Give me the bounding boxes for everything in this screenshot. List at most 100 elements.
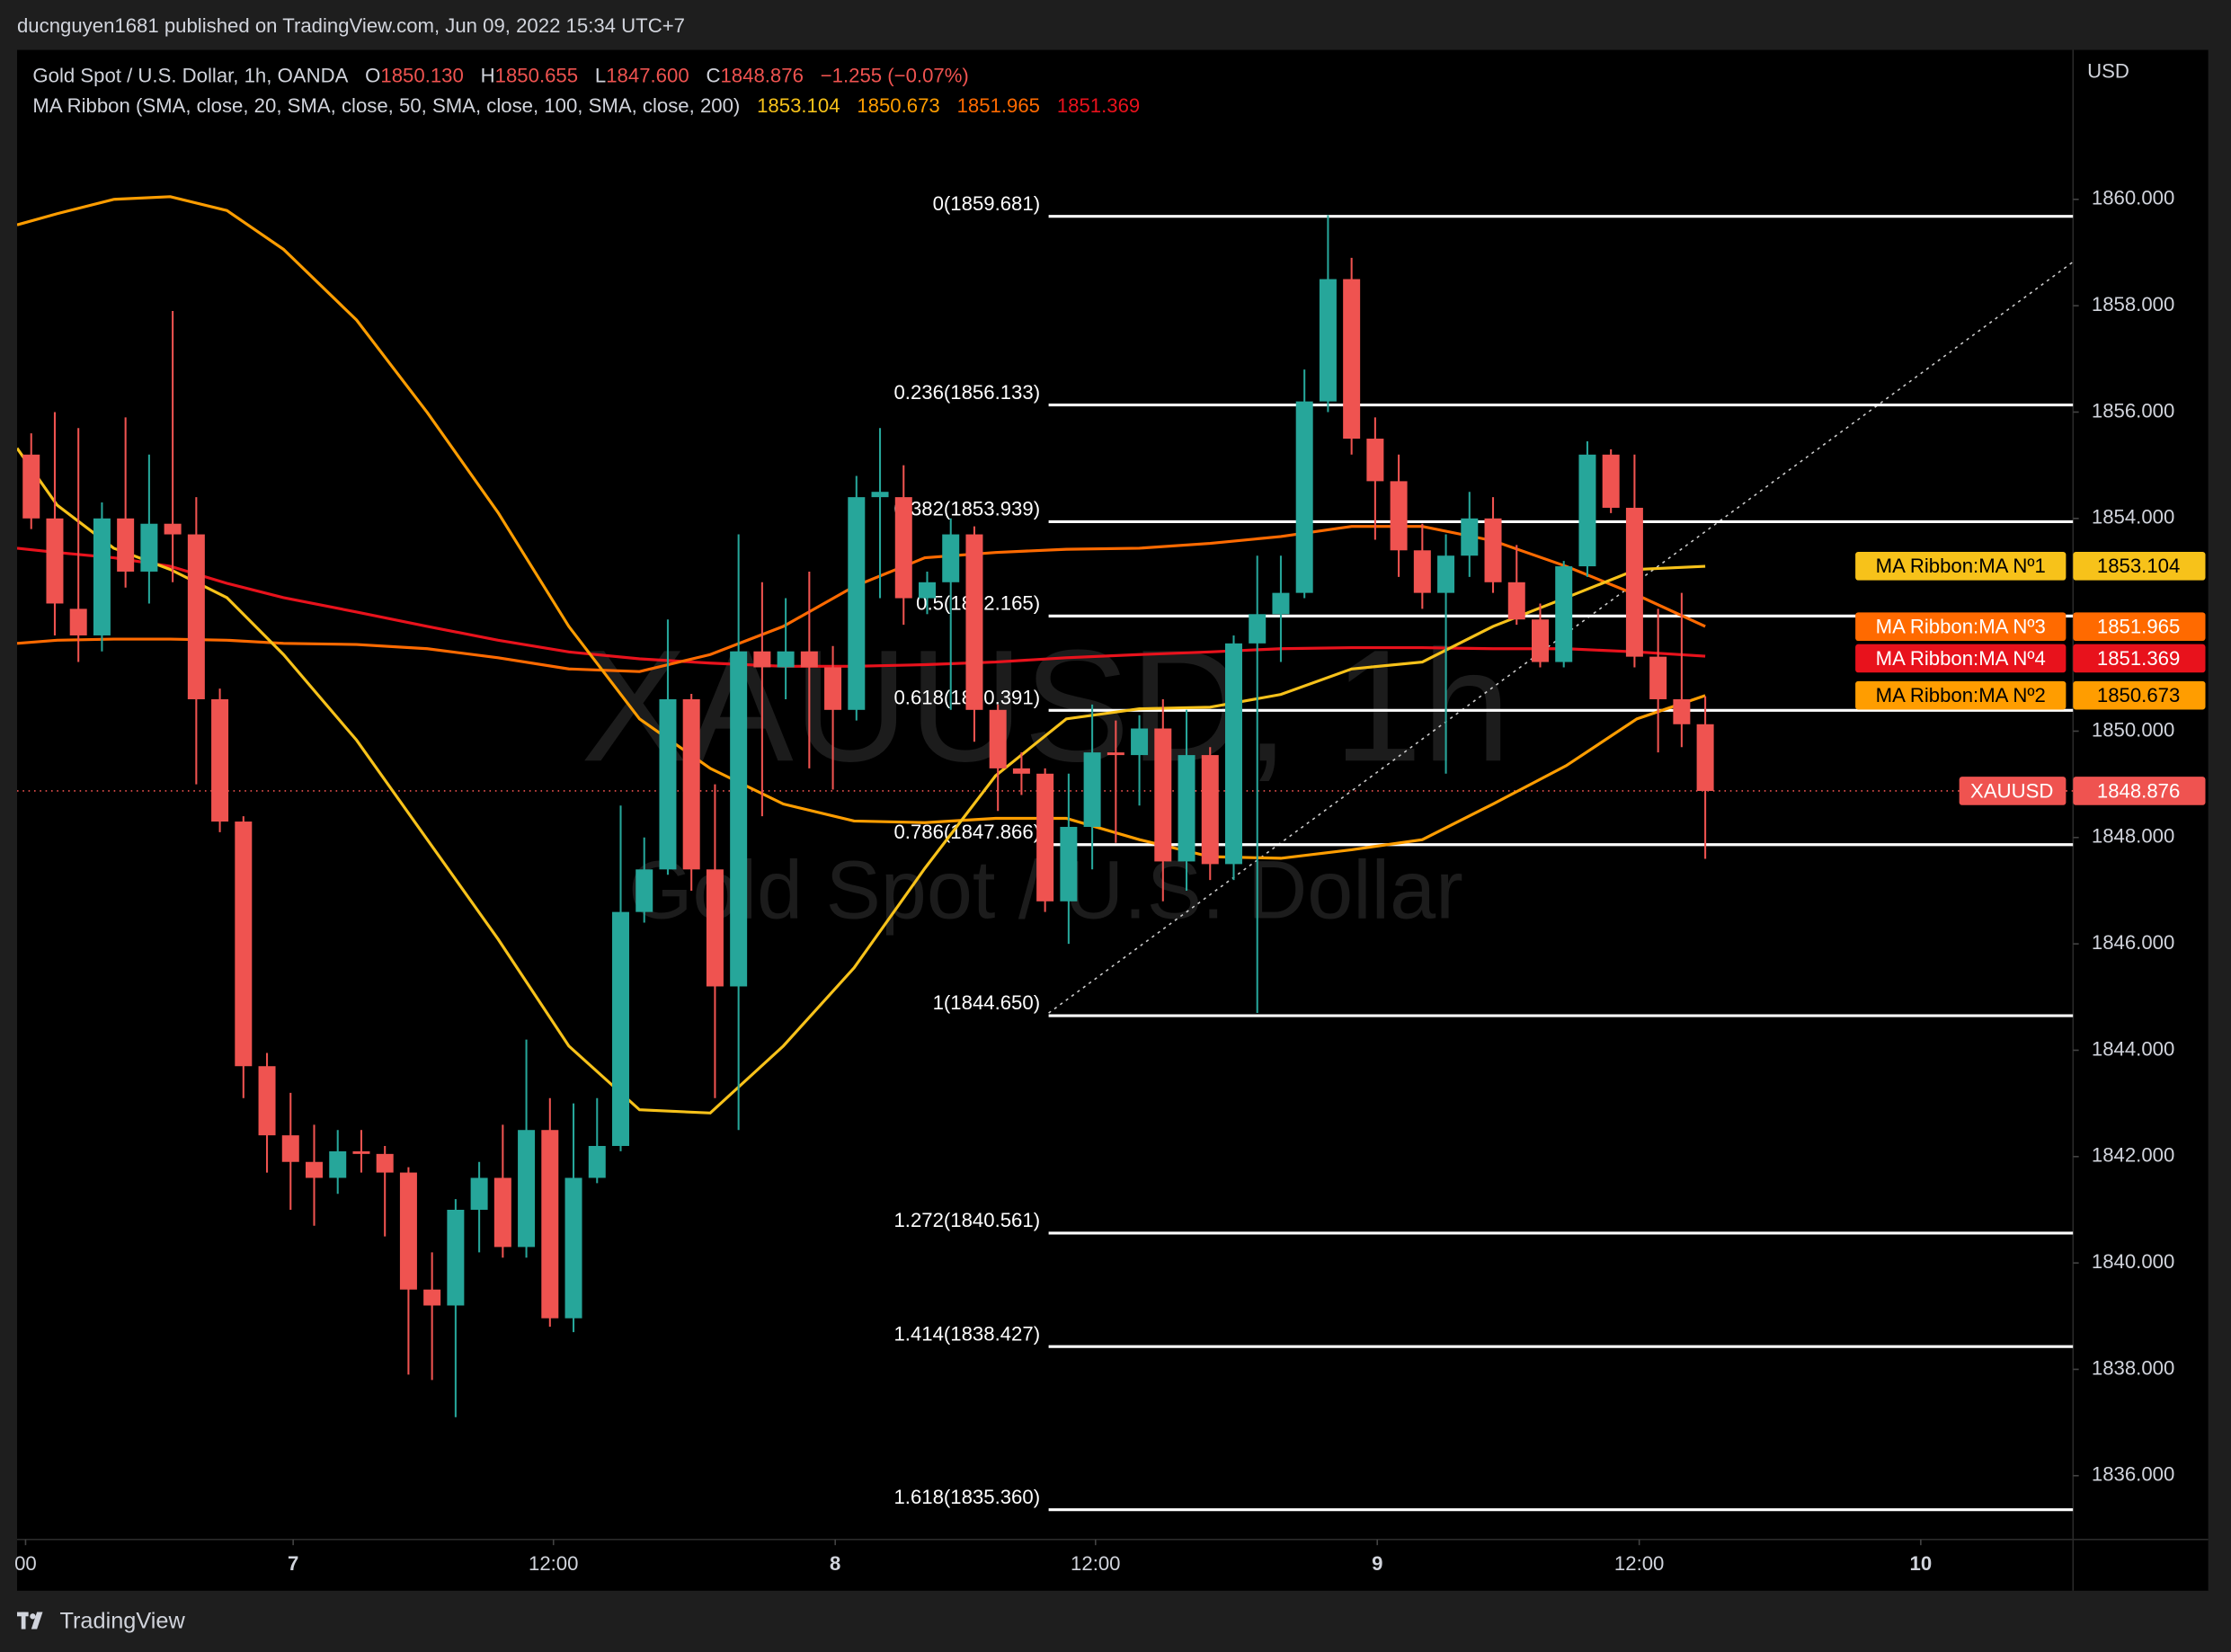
candle-body — [376, 1153, 394, 1173]
candle-body — [1036, 773, 1054, 901]
ma-name-box — [1855, 612, 2067, 642]
candle-body — [706, 869, 724, 987]
ma-value-box — [2073, 612, 2206, 642]
tradingview-logo — [16, 1612, 43, 1630]
legend-h: H — [481, 64, 495, 86]
candle-body — [447, 1209, 465, 1306]
fib-label: 1.414(1838.427) — [893, 1322, 1040, 1345]
candle-body — [1461, 518, 1479, 556]
candle-body — [470, 1177, 488, 1210]
logo-part — [31, 1612, 43, 1630]
candle-body — [1507, 582, 1525, 620]
candle-body — [1201, 755, 1219, 865]
legend-low: 1847.600 — [606, 64, 689, 86]
ma-value-box — [2073, 644, 2206, 673]
candle-body — [22, 454, 40, 519]
candle-body — [1131, 728, 1149, 756]
ma-name: MA Ribbon:MA Nº3 — [1876, 616, 2046, 638]
candle-body — [423, 1289, 441, 1306]
fib-label: 0.236(1856.133) — [893, 381, 1040, 404]
y-tick-label: 1856.000 — [2092, 399, 2174, 422]
legend-close: 1848.876 — [720, 64, 803, 86]
candle-body — [659, 698, 677, 870]
footer-brand: TradingView — [59, 1608, 185, 1633]
legend-ma-value: 1850.673 — [857, 94, 939, 117]
legend-open: 1850.130 — [380, 64, 463, 86]
candle-body — [69, 608, 87, 635]
candle-body — [682, 698, 700, 870]
legend-symbol: Gold Spot / U.S. Dollar, 1h, OANDA — [32, 64, 348, 86]
candle-body — [541, 1130, 559, 1319]
candle-body — [1224, 643, 1242, 865]
ma-name-box — [1855, 680, 2067, 710]
x-tick-label: 7 — [288, 1552, 298, 1575]
candle-body — [611, 911, 629, 1146]
symbol-box — [1959, 777, 2067, 805]
candle-body — [942, 534, 960, 582]
candle-body — [848, 497, 866, 710]
x-tick-label: 12:00 — [1614, 1552, 1664, 1575]
candle-body — [352, 1150, 370, 1154]
candle-body — [493, 1177, 511, 1248]
candle-body — [140, 523, 158, 572]
legend-c: C — [706, 64, 720, 86]
candle-body — [187, 534, 205, 699]
candle-body — [1413, 550, 1431, 593]
y-tick-label: 1840.000 — [2092, 1250, 2174, 1273]
fib-label: 1.272(1840.561) — [893, 1209, 1040, 1231]
legend-o: O — [365, 64, 380, 86]
candle-body — [871, 492, 889, 498]
candle-body — [800, 651, 818, 668]
y-tick-label: 1846.000 — [2092, 931, 2174, 954]
legend-ma-value: 1851.369 — [1057, 94, 1140, 117]
candle-body — [989, 709, 1007, 768]
y-axis-label: USD — [2087, 60, 2129, 83]
legend-line-1: Gold Spot / U.S. Dollar, 1h, OANDA O1850… — [32, 64, 968, 86]
legend-high: 1850.655 — [495, 64, 578, 86]
ma-name: MA Ribbon:MA Nº2 — [1876, 684, 2046, 706]
candle-body — [1343, 279, 1361, 440]
y-tick-label: 1858.000 — [2092, 293, 2174, 315]
plot: XAUUSD, 1h Gold Spot / U.S. Dollar 0(185… — [16, 192, 2074, 1512]
candle-body — [1295, 401, 1313, 593]
candle-body — [588, 1145, 606, 1178]
x-tick-label: 12:00 — [529, 1552, 578, 1575]
candle-body — [1272, 592, 1290, 615]
ma-line — [16, 546, 1706, 668]
candle-body — [235, 822, 253, 1067]
candle-body — [1319, 279, 1337, 402]
candle-body — [46, 518, 64, 604]
candle-body — [211, 698, 229, 822]
legend-ma-value: 1851.965 — [957, 94, 1040, 117]
candle-body — [894, 497, 912, 599]
candle-body — [1555, 566, 1573, 662]
ma-value: 1850.673 — [2097, 684, 2180, 706]
legend-change: −1.255 (−0.07%) — [821, 64, 969, 86]
chart-area — [16, 49, 2209, 1591]
candle-body — [1249, 614, 1267, 644]
candle-body — [1696, 724, 1714, 791]
candle-body — [564, 1177, 582, 1319]
y-tick-label: 1854.000 — [2092, 506, 2174, 528]
x-tick-label: 9 — [1372, 1552, 1382, 1575]
ma-name-box — [1855, 551, 2067, 581]
y-tick-label: 1836.000 — [2092, 1463, 2174, 1486]
ma-name: MA Ribbon:MA Nº4 — [1876, 647, 2046, 670]
y-tick-label: 1860.000 — [2092, 187, 2174, 209]
candle-body — [93, 518, 111, 635]
candle-body — [1012, 768, 1030, 774]
candle-body — [399, 1172, 417, 1290]
candle-body — [1673, 698, 1691, 724]
last-price-box — [2073, 777, 2206, 805]
y-tick-label: 1842.000 — [2092, 1144, 2174, 1167]
candle-body — [1649, 656, 1667, 699]
candle-body — [918, 582, 936, 599]
candle-body — [1154, 728, 1172, 862]
candle-body — [117, 518, 135, 572]
legend-line-2: MA Ribbon (SMA, close, 20, SMA, close, 5… — [32, 94, 1140, 117]
ma-value: 1851.965 — [2097, 616, 2180, 638]
candle-body — [777, 651, 795, 668]
candle-body — [1107, 752, 1124, 756]
legend-ma-value: 1853.104 — [757, 94, 840, 117]
